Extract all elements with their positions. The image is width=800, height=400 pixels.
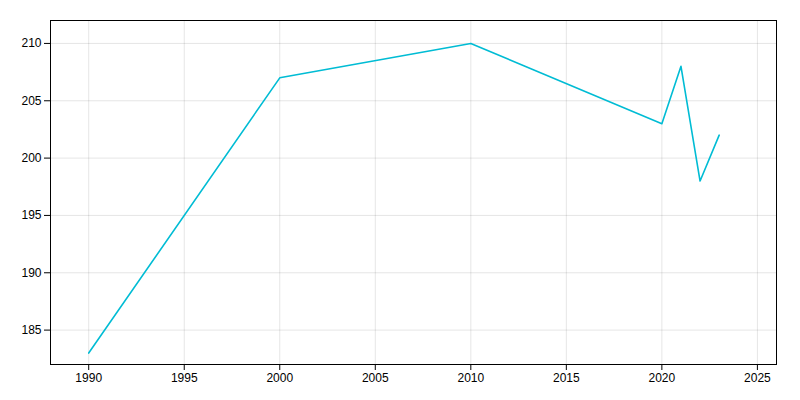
svg-text:2005: 2005 <box>362 371 389 385</box>
svg-text:190: 190 <box>21 266 41 280</box>
svg-text:2015: 2015 <box>553 371 580 385</box>
svg-text:2020: 2020 <box>649 371 676 385</box>
svg-text:1990: 1990 <box>75 371 102 385</box>
svg-text:2010: 2010 <box>457 371 484 385</box>
svg-text:195: 195 <box>21 208 41 222</box>
svg-text:205: 205 <box>21 94 41 108</box>
svg-text:1995: 1995 <box>171 371 198 385</box>
svg-text:2000: 2000 <box>266 371 293 385</box>
svg-text:185: 185 <box>21 323 41 337</box>
svg-text:2025: 2025 <box>744 371 771 385</box>
svg-text:210: 210 <box>21 36 41 50</box>
svg-text:200: 200 <box>21 151 41 165</box>
